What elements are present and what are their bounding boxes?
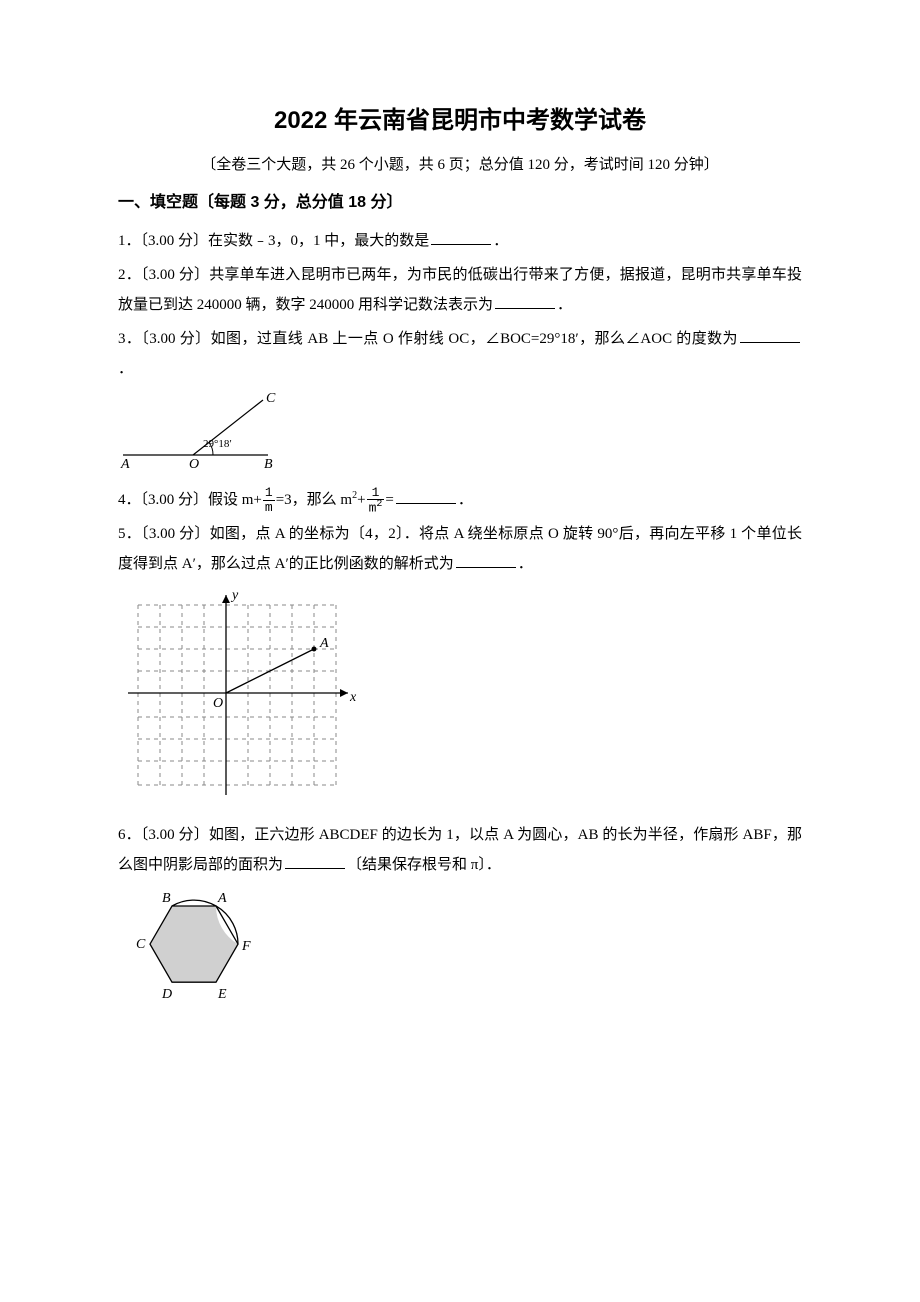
q2-text: 2．〔3.00 分〕共享单车进入昆明市已两年，为市民的低碳出行带来了方便，据报道…: [118, 267, 802, 313]
question-6: 6．〔3.00 分〕如图，正六边形 ABCDEF 的边长为 1，以点 A 为圆心…: [118, 820, 802, 880]
q3-angle-label: 29°18′: [203, 438, 232, 450]
q2-blank: [495, 293, 555, 309]
q4-eq: =: [385, 492, 393, 508]
q4-mid: =3，那么 m: [276, 492, 352, 508]
question-1: 1．〔3.00 分〕在实数﹣3，0，1 中，最大的数是 ．: [118, 226, 802, 256]
q5-figure: O x y A: [118, 585, 802, 810]
q4-suffix: ．: [458, 492, 473, 508]
q4-prefix: 4．〔3.00 分〕假设 m+: [118, 492, 262, 508]
q6-label-c: C: [136, 937, 146, 952]
exam-subtitle: 〔全卷三个大题，共 26 个小题，共 6 页；总分值 120 分，考试时间 12…: [118, 153, 802, 174]
q3-suffix: ．: [118, 361, 133, 377]
q4-frac2: 1m2: [367, 486, 385, 516]
q6-figure: A B C D E F: [118, 886, 802, 1041]
q5-label-a: A: [319, 636, 329, 651]
q3-figure: A O B C 29°18′: [118, 390, 802, 475]
question-5: 5．〔3.00 分〕如图，点 A 的坐标为〔4，2〕．将点 A 绕坐标原点 O …: [118, 519, 802, 579]
q6-label-a: A: [217, 891, 227, 906]
q6-blank: [285, 853, 345, 869]
q3-label-c: C: [266, 391, 276, 406]
q3-label-a: A: [120, 457, 130, 470]
section-1-header: 一、填空题〔每题 3 分，总分值 18 分〕: [118, 188, 802, 212]
q6-label-f: F: [241, 939, 251, 954]
question-4: 4．〔3.00 分〕假设 m+1m=3，那么 m2+1m2=．: [118, 485, 802, 515]
question-2: 2．〔3.00 分〕共享单车进入昆明市已两年，为市民的低碳出行带来了方便，据报道…: [118, 260, 802, 320]
exam-title: 2022 年云南省昆明市中考数学试卷: [118, 100, 802, 135]
q3-label-o: O: [189, 457, 199, 470]
question-3: 3．〔3.00 分〕如图，过直线 AB 上一点 O 作射线 OC，∠BOC=29…: [118, 324, 802, 384]
q5-label-y: y: [230, 588, 239, 603]
q3-label-b: B: [264, 457, 273, 470]
q4-plus: +: [357, 492, 365, 508]
q6-label-e: E: [217, 987, 227, 1002]
q6-label-d: D: [161, 987, 172, 1002]
q2-suffix: ．: [557, 297, 572, 313]
q4-frac1: 1m: [263, 486, 275, 514]
q3-blank: [740, 327, 800, 343]
q5-blank: [456, 552, 516, 568]
q1-blank: [431, 229, 491, 245]
q5-label-o: O: [213, 696, 223, 711]
q5-label-x: x: [349, 690, 357, 705]
q5-suffix: ．: [518, 556, 533, 572]
q4-blank: [396, 488, 456, 504]
q6-suffix: 〔结果保存根号和 π〕．: [347, 857, 501, 873]
q6-label-b: B: [162, 891, 171, 906]
q1-suffix: ．: [493, 233, 508, 249]
q3-text: 3．〔3.00 分〕如图，过直线 AB 上一点 O 作射线 OC，∠BOC=29…: [118, 331, 738, 347]
q1-text: 1．〔3.00 分〕在实数﹣3，0，1 中，最大的数是: [118, 233, 429, 249]
